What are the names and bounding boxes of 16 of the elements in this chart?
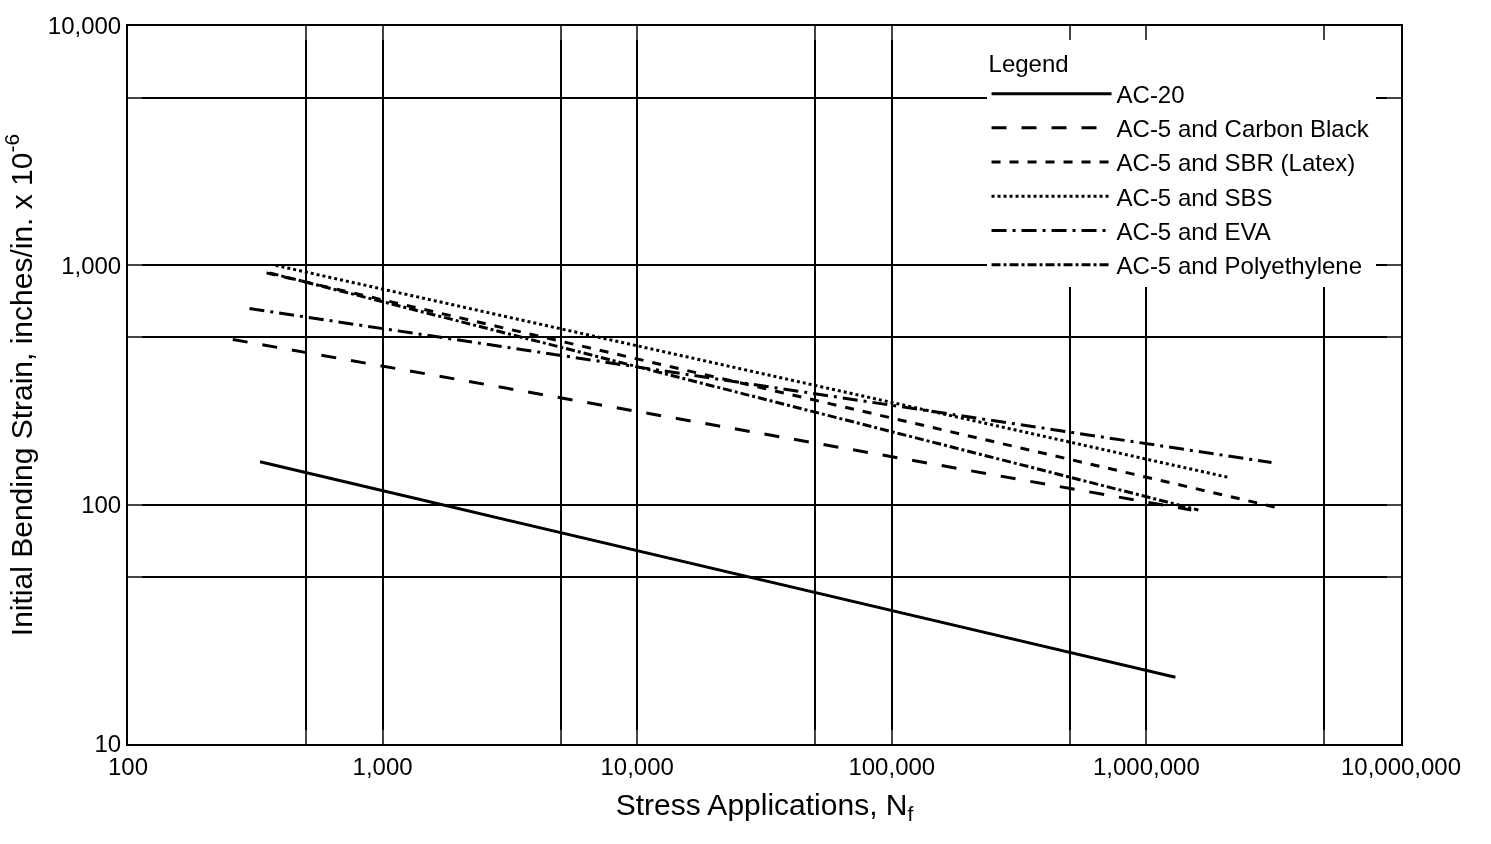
- legend-label: AC-5 and SBR (Latex): [1116, 149, 1356, 177]
- legend-label: AC-5 and EVA: [1116, 217, 1271, 245]
- legend-label: AC-5 and SBS: [1116, 183, 1273, 211]
- legend-title: Legend: [988, 49, 1069, 77]
- legend-label: AC-20: [1116, 81, 1185, 109]
- legend-label: AC-5 and Polyethylene: [1116, 252, 1363, 280]
- x-tick-label: 10,000,000: [1340, 752, 1462, 780]
- x-axis-title: Stress Applications, N$_{f}$: [615, 787, 914, 826]
- y-tick-label: 100: [81, 491, 122, 519]
- x-tick-label: 10,000: [600, 752, 674, 780]
- y-tick-label: 10,000: [47, 12, 122, 40]
- x-tick-label: 1,000,000: [1093, 752, 1200, 780]
- y-tick-label: 1,000: [61, 251, 122, 279]
- x-tick-label: 100,000: [848, 752, 936, 780]
- legend-label: AC-5 and Carbon Black: [1116, 115, 1370, 143]
- x-tick-label: 1,000: [352, 752, 413, 780]
